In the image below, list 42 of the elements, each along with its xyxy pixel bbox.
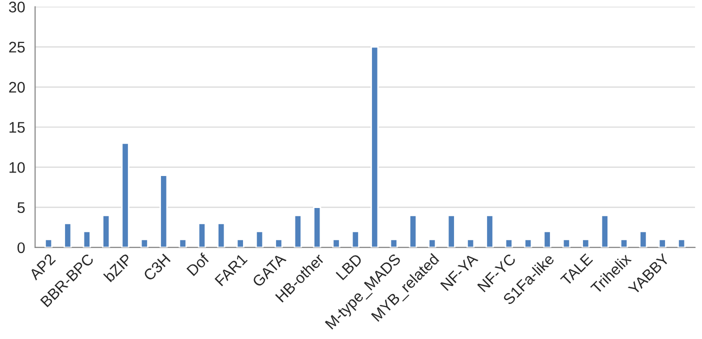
y-tick-label: 0 (17, 242, 25, 254)
bar (313, 206, 322, 248)
bar (274, 238, 283, 248)
y-tick-label: 10 (10, 162, 25, 173)
bar (447, 214, 456, 248)
bar (620, 238, 628, 248)
x-tick-label: Dof (186, 252, 210, 276)
bar (678, 238, 686, 248)
bar (428, 238, 436, 248)
bar (160, 174, 168, 248)
y-tick-label: 20 (9, 82, 25, 93)
bar (390, 238, 398, 248)
bar (658, 238, 666, 248)
y-tick-label: 15 (10, 122, 25, 133)
bar (294, 214, 302, 248)
y-tick-label: 25 (9, 42, 25, 53)
bar (102, 214, 110, 248)
bar (504, 238, 513, 248)
y-tick-label: 30 (8, 2, 25, 12)
bar (408, 214, 418, 248)
bar (44, 238, 53, 248)
bar (466, 238, 475, 248)
bar (582, 238, 590, 248)
bar (351, 230, 360, 248)
bar (600, 214, 609, 248)
bar (82, 230, 91, 248)
bar (543, 230, 552, 248)
bar (236, 238, 244, 248)
bar (121, 142, 130, 248)
bar (64, 222, 72, 248)
bar (639, 230, 648, 248)
bar (524, 238, 532, 248)
bar (562, 238, 571, 248)
bar (486, 214, 494, 248)
bar (255, 230, 264, 248)
bar (178, 238, 187, 248)
bar (370, 46, 379, 248)
bar (140, 238, 148, 248)
y-tick-label: 5 (17, 202, 25, 214)
bar (332, 238, 340, 248)
bar (217, 222, 226, 248)
bar (198, 222, 206, 248)
